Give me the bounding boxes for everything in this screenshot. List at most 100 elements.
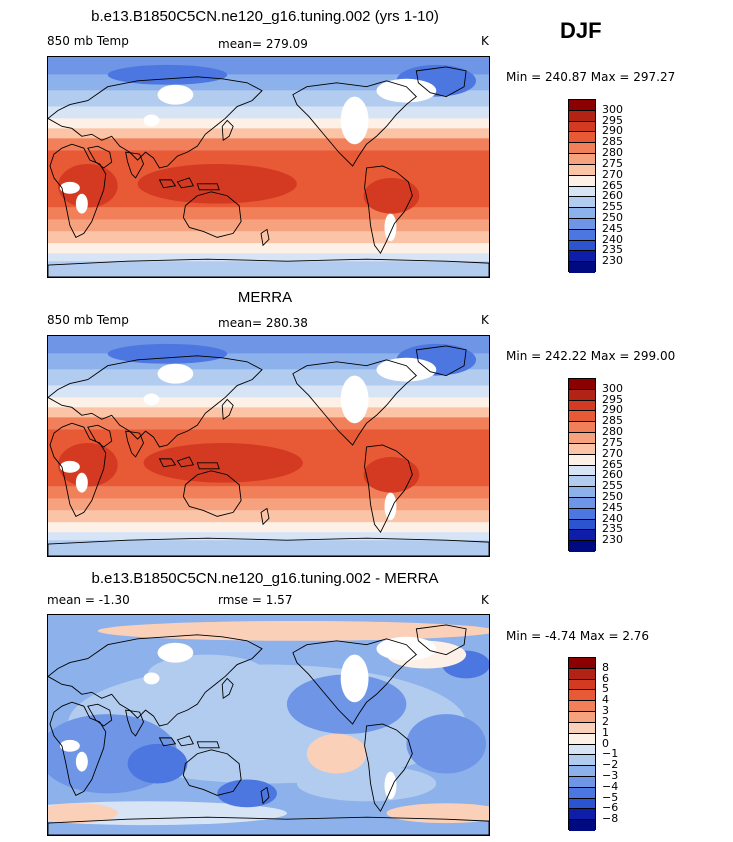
temperature-band — [48, 243, 489, 254]
coastline — [292, 359, 418, 446]
missing-data-region — [340, 375, 369, 424]
missing-data-region — [59, 460, 80, 473]
panel-2-mean-label: mean= 280.38 — [218, 316, 308, 330]
missing-data-region — [143, 393, 160, 406]
missing-data-region — [384, 492, 397, 521]
warm-region — [57, 443, 118, 487]
colorbar-swatch — [569, 476, 595, 488]
panel-1-mean-label: mean= 279.09 — [218, 37, 308, 51]
panel-2-variable-label: 850 mb Temp — [47, 313, 129, 327]
coastline — [48, 76, 263, 169]
temperature-band — [48, 417, 489, 430]
colorbar-swatch — [569, 712, 595, 723]
colorbar-tick-label: 2 — [602, 714, 609, 728]
missing-data-region — [157, 642, 194, 663]
colorbar-swatch — [569, 422, 595, 434]
panel-1-map-svg — [48, 57, 489, 277]
panel-3-minmax: Min = -4.74 Max = 2.76 — [506, 629, 650, 643]
colorbar-swatch — [569, 668, 595, 680]
missing-data-region — [340, 96, 369, 145]
missing-data-region — [59, 181, 80, 194]
coastline — [176, 456, 195, 468]
missing-data-region — [384, 771, 397, 800]
coastline — [182, 749, 242, 796]
coastline — [87, 145, 113, 169]
colorbar-tick-label: 285 — [602, 135, 623, 149]
coastline — [158, 458, 177, 468]
missing-data-region — [75, 193, 88, 214]
coastline — [49, 143, 107, 238]
colorbar-swatch — [569, 701, 595, 713]
colorbar-swatch — [569, 776, 595, 788]
colorbar-swatch — [569, 798, 595, 810]
panel-3-mean-label: mean = -1.30 — [47, 593, 130, 607]
colorbar-swatch — [569, 186, 595, 198]
panel-2-title: MERRA — [237, 289, 293, 306]
panel-2-colorbar — [568, 378, 596, 552]
coastline — [182, 191, 242, 238]
temperature-band — [48, 540, 489, 556]
coastline — [415, 66, 467, 98]
colorbar-tick-label: 275 — [602, 435, 623, 449]
coastline — [260, 228, 270, 247]
colorbar-tick-label: 240 — [602, 232, 623, 246]
colorbar-swatch — [569, 733, 595, 745]
colorbar-swatch — [569, 454, 595, 466]
colorbar-swatch — [569, 164, 595, 176]
coastline — [292, 80, 418, 167]
warm-region — [363, 177, 420, 214]
panel-2-minmax: Min = 242.22 Max = 299.00 — [506, 349, 676, 363]
colorbar-swatch — [569, 389, 595, 401]
coastline — [196, 462, 220, 470]
coastline — [158, 179, 177, 189]
colorbar-swatch — [569, 262, 595, 273]
colorbar-tick-label: 235 — [602, 522, 623, 536]
temperature-band — [48, 385, 489, 398]
coastline — [182, 470, 242, 517]
colorbar-tick-label: 255 — [602, 200, 623, 214]
anomaly-region — [217, 779, 277, 808]
missing-data-region — [143, 114, 160, 127]
colorbar-tick-label: 300 — [602, 381, 623, 395]
colorbar-swatch — [569, 766, 595, 777]
colorbar-tick-label: 230 — [602, 533, 623, 547]
season-label: DJF — [560, 18, 602, 43]
panel-2-unit-label: K — [481, 313, 489, 327]
panel-1-colorbar — [568, 99, 596, 273]
temperature-band — [48, 219, 489, 232]
panel-2-map — [47, 335, 490, 557]
colorbar-swatch — [569, 197, 595, 209]
colorbar-swatch — [569, 679, 595, 691]
colorbar-swatch — [569, 208, 595, 219]
colorbar-tick-label: 250 — [602, 489, 623, 503]
colorbar-tick-label: 290 — [602, 124, 623, 138]
coastline — [415, 345, 467, 377]
panel-2-map-svg — [48, 336, 489, 556]
panel-3-map-svg — [48, 615, 489, 835]
coastline — [260, 786, 270, 805]
colorbar-tick-label: 285 — [602, 414, 623, 428]
coastline — [48, 355, 263, 448]
colorbar-swatch — [569, 530, 595, 542]
colorbar-tick-label: 8 — [602, 660, 609, 674]
colorbar-swatch — [569, 229, 595, 241]
coastline — [125, 430, 145, 458]
temperature-band — [48, 106, 489, 119]
colorbar-swatch — [569, 251, 595, 263]
colorbar-swatch — [569, 154, 595, 165]
temperature-band — [48, 532, 489, 541]
coastline — [221, 398, 234, 421]
anomaly-region — [286, 674, 407, 734]
coastline — [49, 701, 107, 796]
missing-data-region — [157, 84, 194, 105]
colorbar-tick-label: 4 — [602, 693, 609, 707]
colorbar-tick-label: 300 — [602, 102, 623, 116]
colorbar-tick-label: 255 — [602, 479, 623, 493]
colorbar-swatch — [569, 744, 595, 756]
missing-data-region — [75, 472, 88, 493]
colorbar-swatch — [569, 400, 595, 412]
colorbar-tick-label: 275 — [602, 156, 623, 170]
temperature-band — [48, 522, 489, 533]
temperature-band — [48, 138, 489, 151]
temperature-band — [48, 128, 489, 139]
